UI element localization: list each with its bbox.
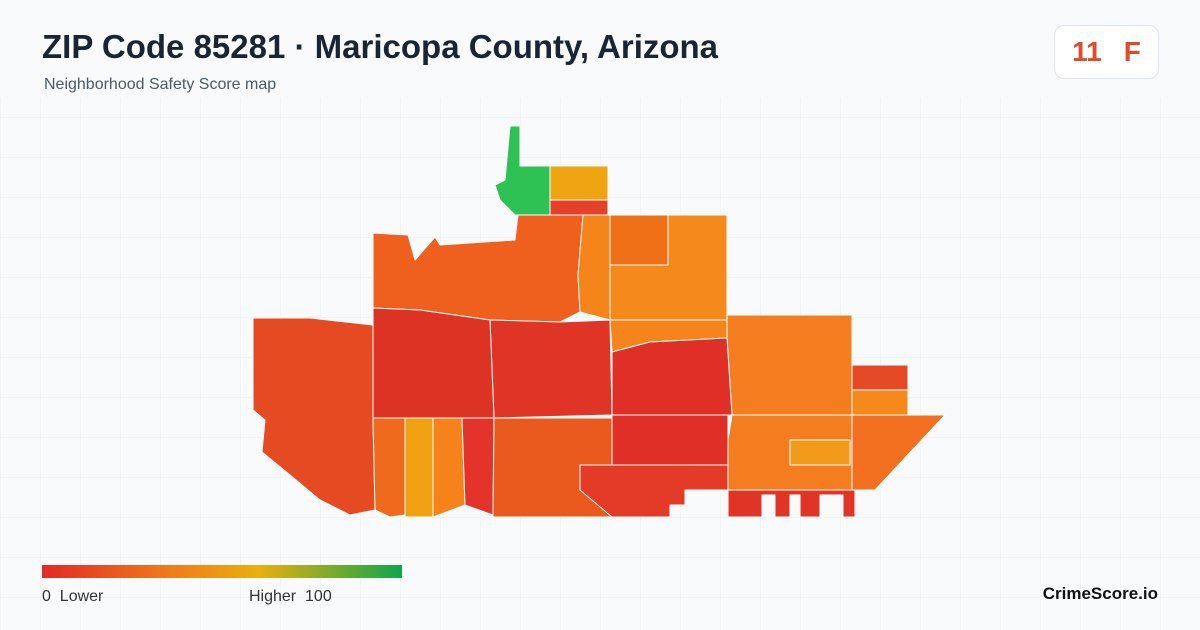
- legend-high: Higher 100: [249, 588, 332, 606]
- legend-low: 0 Lower: [42, 588, 103, 606]
- grade: F: [1123, 36, 1141, 67]
- legend-bar: [42, 565, 402, 578]
- brand: CrimeScore.io: [1042, 584, 1158, 603]
- legend-min: 0: [42, 588, 51, 605]
- subtitle: Neighborhood Safety Score map: [44, 76, 277, 93]
- regions: [252, 125, 946, 518]
- legend-max-label: Higher: [249, 588, 297, 605]
- legend-max: 100: [305, 588, 332, 605]
- title: ZIP Code 85281 · Maricopa County, Arizon…: [42, 28, 719, 65]
- legend-min-label: Lower: [59, 588, 104, 605]
- score-badge: 11 F: [1054, 25, 1159, 79]
- score: 11: [1072, 36, 1102, 67]
